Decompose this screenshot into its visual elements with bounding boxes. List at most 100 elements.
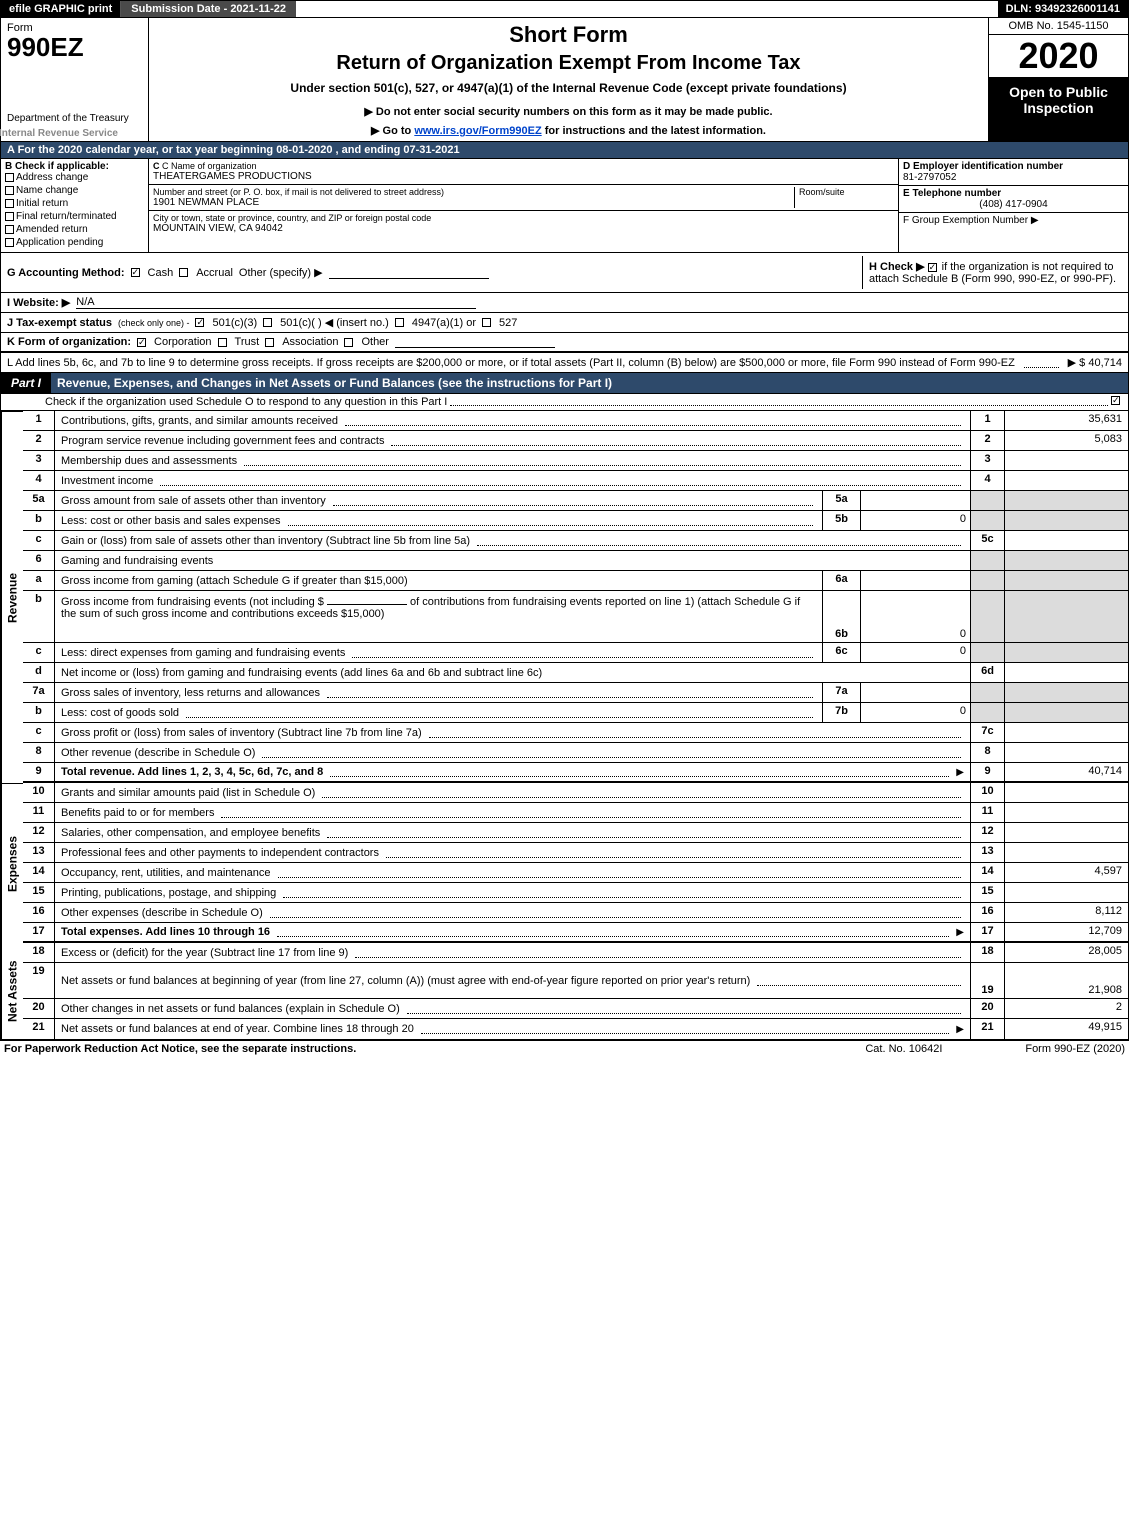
line-val — [1004, 491, 1128, 510]
irs-label: Internal Revenue Service — [0, 128, 118, 139]
checkbox-icon[interactable] — [195, 318, 204, 327]
org-name-label: C C Name of organization — [153, 161, 894, 171]
checkbox-icon[interactable] — [5, 212, 14, 221]
checkbox-icon[interactable] — [218, 338, 227, 347]
section-i: I Website: ▶ N/A — [0, 293, 1129, 313]
line-desc: Net assets or fund balances at end of ye… — [61, 1023, 414, 1035]
checkbox-icon[interactable] — [928, 263, 937, 272]
korg-label: K Form of organization: — [7, 336, 131, 348]
line-num: 14 — [23, 863, 55, 882]
line-num: c — [23, 531, 55, 550]
line-num: 7a — [23, 683, 55, 702]
dots — [1024, 358, 1059, 368]
checkbox-icon[interactable] — [263, 318, 272, 327]
line-col: 9 — [970, 763, 1004, 781]
checkbox-icon[interactable] — [5, 225, 14, 234]
line-col — [970, 703, 1004, 722]
line-num: 16 — [23, 903, 55, 922]
main-title: Return of Organization Exempt From Incom… — [155, 52, 982, 75]
table-row: c Gain or (loss) from sale of assets oth… — [23, 531, 1128, 551]
line-col — [970, 571, 1004, 590]
line-num: c — [23, 723, 55, 742]
line-num: 2 — [23, 431, 55, 450]
line-num: 17 — [23, 923, 55, 941]
line-col — [970, 591, 1004, 642]
checkbox-icon[interactable] — [5, 186, 14, 195]
j-opt-1: 501(c)( ) ◀ (insert no.) — [280, 316, 389, 329]
website-value: N/A — [76, 296, 476, 309]
short-form-title: Short Form — [155, 22, 982, 48]
header-left: Form 990EZ Department of the Treasury In… — [1, 18, 149, 141]
line-val — [1004, 883, 1128, 902]
line-desc: Salaries, other compensation, and employ… — [61, 827, 320, 839]
line-num: 6 — [23, 551, 55, 570]
efile-print-button[interactable]: efile GRAPHIC print — [1, 1, 121, 17]
checkbox-icon[interactable] — [131, 268, 140, 277]
k-opt-3: Other — [361, 336, 389, 348]
dln-label: DLN: 93492326001141 — [998, 1, 1128, 17]
checkbox-icon[interactable] — [5, 199, 14, 208]
table-row: 2 Program service revenue including gove… — [23, 431, 1128, 451]
checkbox-icon[interactable] — [395, 318, 404, 327]
checkbox-icon[interactable] — [482, 318, 491, 327]
instructions-link-line: ▶ Go to www.irs.gov/Form990EZ for instru… — [155, 124, 982, 137]
k-opt-0: Corporation — [154, 336, 211, 348]
chk-address-change: Address change — [16, 172, 88, 183]
j-opt-3: 527 — [499, 317, 517, 329]
line-col: 16 — [970, 903, 1004, 922]
line-val — [1004, 823, 1128, 842]
sub-col: 5a — [822, 491, 860, 510]
addr-value: 1901 NEWMAN PLACE — [153, 197, 794, 208]
table-row: 5a Gross amount from sale of assets othe… — [23, 491, 1128, 511]
checkbox-icon[interactable] — [344, 338, 353, 347]
line-num: c — [23, 643, 55, 662]
l-amount: ▶ $ 40,714 — [1068, 356, 1122, 369]
header-center: Short Form Return of Organization Exempt… — [149, 18, 988, 141]
section-j: J Tax-exempt status (check only one) - 5… — [0, 313, 1129, 333]
line-col — [970, 643, 1004, 662]
section-b-label: B Check if applicable: — [5, 161, 144, 172]
table-row: a Gross income from gaming (attach Sched… — [23, 571, 1128, 591]
line-desc: Occupancy, rent, utilities, and maintena… — [61, 867, 271, 879]
line-num: 8 — [23, 743, 55, 762]
line-val — [1004, 471, 1128, 490]
other-specify-input[interactable] — [329, 267, 489, 279]
line-num: 10 — [23, 783, 55, 802]
footer-mid: Cat. No. 10642I — [865, 1043, 1025, 1055]
line-val — [1004, 551, 1128, 570]
checkbox-icon[interactable] — [5, 238, 14, 247]
line-col — [970, 551, 1004, 570]
revenue-side-label: Revenue — [1, 411, 23, 783]
line-val — [1004, 591, 1128, 642]
line-val: 28,005 — [1004, 943, 1128, 962]
line-desc: Other changes in net assets or fund bala… — [61, 1003, 400, 1015]
fundraising-amount-input[interactable] — [327, 593, 407, 605]
irs-link[interactable]: www.irs.gov/Form990EZ — [414, 125, 541, 137]
line-val — [1004, 663, 1128, 682]
table-row: 11 Benefits paid to or for members 11 — [23, 803, 1128, 823]
checkbox-icon[interactable] — [5, 173, 14, 182]
table-row: 4 Investment income 4 — [23, 471, 1128, 491]
header-right: OMB No. 1545-1150 2020 Open to Public In… — [988, 18, 1128, 141]
k-other-input[interactable] — [395, 336, 555, 348]
checkbox-icon[interactable] — [1111, 396, 1120, 405]
taxex-sub: (check only one) - — [118, 318, 190, 328]
line-col: 10 — [970, 783, 1004, 802]
table-row: d Net income or (loss) from gaming and f… — [23, 663, 1128, 683]
table-row: 1 Contributions, gifts, grants, and simi… — [23, 411, 1128, 431]
line-num: 1 — [23, 411, 55, 430]
checkbox-icon[interactable] — [137, 338, 146, 347]
calendar-year-row: A For the 2020 calendar year, or tax yea… — [0, 142, 1129, 159]
footer-right: Form 990-EZ (2020) — [1025, 1043, 1125, 1055]
line-num: 18 — [23, 943, 55, 962]
sub-val: 0 — [860, 591, 970, 642]
footer-left: For Paperwork Reduction Act Notice, see … — [4, 1043, 865, 1055]
chk-initial-return: Initial return — [16, 198, 68, 209]
line-val: 49,915 — [1004, 1019, 1128, 1039]
line-desc: Less: cost of goods sold — [61, 707, 179, 719]
checkbox-icon[interactable] — [265, 338, 274, 347]
line-col: 18 — [970, 943, 1004, 962]
line-val — [1004, 843, 1128, 862]
checkbox-icon[interactable] — [179, 268, 188, 277]
section-gh: G Accounting Method: Cash Accrual Other … — [0, 253, 1129, 293]
